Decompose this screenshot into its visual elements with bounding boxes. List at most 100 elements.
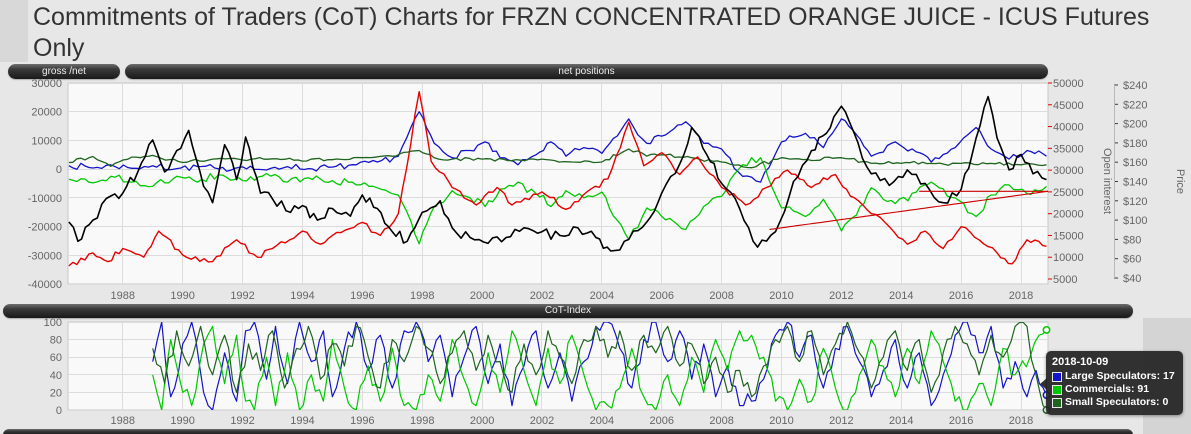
- x-axis-tick-label: 2008: [709, 290, 733, 302]
- x-axis-tick-label: 1998: [410, 415, 434, 427]
- y-axis-tick-label: 100: [44, 318, 62, 329]
- y-axis-tick-label: 45000: [1053, 100, 1084, 112]
- x-axis-tick-label: 2004: [590, 290, 614, 302]
- x-axis-tick-label: 2012: [829, 290, 853, 302]
- y-axis-tick-label: 15000: [1053, 230, 1084, 242]
- y-axis-tick-label: $220: [1123, 99, 1147, 111]
- y-axis-tick-label: 50000: [1053, 79, 1084, 90]
- series-price: [68, 95, 1047, 252]
- series-large-speculators-net: [68, 111, 1047, 183]
- series-large-speculators-index: [152, 322, 1048, 410]
- y-axis-tick-label: $40: [1123, 273, 1141, 285]
- cot-index-header-bar[interactable]: CoT-Index: [3, 304, 1133, 318]
- y-axis-tick-label: 10000: [31, 135, 62, 147]
- x-axis-tick-label: 2000: [470, 290, 494, 302]
- y-axis-tick-label: $180: [1123, 138, 1147, 150]
- cot-index-chart[interactable]: 1988 1990 1992 1994 1996 1998 2000 2002 2004 2006…: [0, 318, 1191, 434]
- chart-tooltip: 2018-10-09 Large Speculators: 17 Commerc…: [1040, 351, 1183, 415]
- series-small-speculators-net: [68, 148, 1047, 169]
- x-axis-tick-label: 1996: [350, 290, 374, 302]
- large-speculators-legend-swatch: [1052, 371, 1062, 382]
- series-open-interest: [68, 91, 1047, 267]
- x-axis-tick-label: 1988: [111, 290, 135, 302]
- axis-title: Open interest: [1101, 148, 1113, 214]
- tooltip-row-commercials: Commercials: 91: [1052, 383, 1175, 396]
- series-trendline-diagonal: [769, 190, 1048, 230]
- y-axis-tick-label: -20000: [28, 222, 62, 234]
- endpoint-marker: [1042, 325, 1051, 334]
- x-axis-tick-label: 2002: [530, 290, 554, 302]
- x-axis-tick-label: 1990: [170, 290, 194, 302]
- tooltip-row-large-speculators: Large Speculators: 17: [1052, 370, 1175, 383]
- x-axis-tick-label: 2010: [769, 415, 793, 427]
- x-axis-tick-label: 1992: [230, 415, 254, 427]
- x-axis-tick-label: 1996: [350, 415, 374, 427]
- series-small-speculators-index: [152, 322, 1047, 410]
- x-axis-tick-label: 2016: [949, 415, 973, 427]
- y-axis-tick-label: 40: [50, 370, 62, 382]
- series-commercials-index: [152, 325, 1047, 410]
- y-axis-tick-label: $160: [1123, 157, 1147, 169]
- tooltip-date: 2018-10-09: [1052, 356, 1109, 368]
- y-axis-tick-label: $100: [1123, 215, 1147, 227]
- y-axis-tick-label: 25000: [1053, 187, 1084, 199]
- y-axis-tick-label: $120: [1123, 196, 1147, 208]
- y-axis-tick-label: $140: [1123, 177, 1147, 189]
- y-axis-tick-label: $80: [1123, 234, 1141, 246]
- axis-title: Price: [1174, 169, 1186, 194]
- x-axis-tick-label: 2006: [650, 290, 674, 302]
- x-axis-tick-label: 2014: [889, 415, 913, 427]
- bottom-section-header-bar[interactable]: [3, 429, 1133, 434]
- tooltip-large-speculators-value: Large Speculators: 17: [1065, 370, 1175, 382]
- y-axis-tick-label: $200: [1123, 119, 1147, 131]
- y-axis-tick-label: 30000: [31, 79, 62, 90]
- y-axis-tick-label: 10000: [1053, 252, 1084, 264]
- tooltip-small-speculators-value: Small Speculators: 0: [1065, 396, 1169, 408]
- x-axis-tick-label: 2006: [650, 415, 674, 427]
- x-axis-tick-label: 2014: [889, 290, 913, 302]
- series-lines: [68, 91, 1048, 267]
- series-commercials-net: [68, 157, 1047, 245]
- x-axis-tick-label: 1988: [111, 415, 135, 427]
- x-axis-tick-label: 2010: [769, 290, 793, 302]
- x-axis-tick-label: 2002: [530, 415, 554, 427]
- y-axis-tick-label: 35000: [1053, 143, 1084, 155]
- y-axis-tick-label: 0: [56, 164, 62, 176]
- y-axis-tick-label: 40000: [1053, 122, 1084, 134]
- y-axis-tick-label: 20: [50, 387, 62, 399]
- y-axis-tick-label: 80: [50, 335, 62, 347]
- x-axis-tick-label: 1994: [290, 290, 314, 302]
- y-axis-tick-label: 5000: [1053, 274, 1077, 286]
- y-axis-tick-label: 30000: [1053, 165, 1084, 177]
- x-axis-tick-label: 1992: [230, 290, 254, 302]
- x-axis-tick-label: 2018: [1009, 415, 1033, 427]
- x-axis-tick-label: 2016: [949, 290, 973, 302]
- y-axis-tick-label: 0: [56, 405, 62, 417]
- x-axis-tick-label: 1998: [410, 290, 434, 302]
- x-axis-tick-label: 1990: [170, 415, 194, 427]
- page-title: Commitments of Traders (CoT) Charts for …: [33, 3, 1150, 62]
- commercials-legend-swatch: [1052, 384, 1062, 395]
- y-axis-tick-label: $60: [1123, 254, 1141, 266]
- y-axis-tick-label: -40000: [28, 279, 62, 291]
- left-margin-strip: [0, 0, 28, 62]
- x-axis-tick-label: 2012: [829, 415, 853, 427]
- gross-net-toggle-button[interactable]: gross /net: [8, 64, 120, 79]
- x-axis-tick-label: 1994: [290, 415, 314, 427]
- small-speculators-legend-swatch: [1052, 397, 1062, 408]
- x-axis-tick-label: 2008: [709, 415, 733, 427]
- plot-area: [67, 82, 1049, 285]
- y-axis-tick-label: 20000: [31, 107, 62, 119]
- tooltip-commercials-value: Commercials: 91: [1065, 383, 1150, 395]
- y-axis-tick-label: 60: [50, 352, 62, 364]
- y-axis-tick-label: 20000: [1053, 209, 1084, 221]
- y-axis-tick-label: -10000: [28, 193, 62, 205]
- tooltip-row-small-speculators: Small Speculators: 0: [1052, 396, 1175, 409]
- net-positions-header-bar[interactable]: net positions: [125, 64, 1048, 79]
- series-lines: [152, 322, 1048, 410]
- net-positions-chart[interactable]: 1988 1990 1992 1994 1996 1998 2000 2002 2004 2006…: [0, 79, 1191, 305]
- y-axis-tick-label: -30000: [28, 250, 62, 262]
- x-axis-tick-label: 2000: [470, 415, 494, 427]
- x-axis-tick-label: 2018: [1009, 290, 1033, 302]
